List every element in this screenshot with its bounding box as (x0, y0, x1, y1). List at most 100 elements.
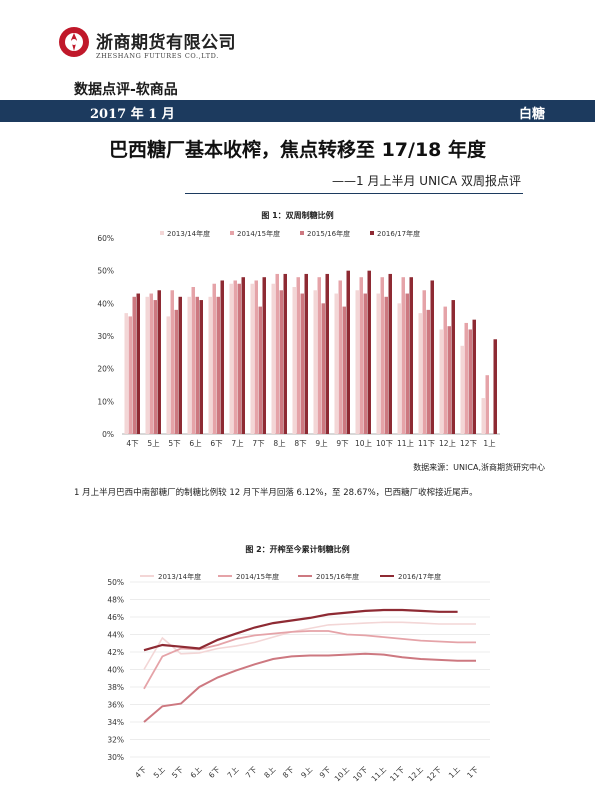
legend-swatch (230, 231, 234, 235)
x-tick-label: 8下 (281, 765, 296, 780)
y-tick-label: 10% (97, 397, 114, 406)
legend-label: 2014/15年度 (236, 572, 279, 581)
x-tick-label: 10上 (333, 765, 352, 784)
legend-swatch (300, 231, 304, 235)
bar (216, 296, 220, 434)
bar (229, 283, 233, 434)
commodity-tag: 白糖 (518, 107, 545, 122)
bar (279, 290, 283, 434)
series-line (143, 621, 476, 670)
y-tick-label: 46% (107, 613, 124, 622)
x-tick-label: 7下 (252, 439, 265, 448)
x-tick-label: 8上 (273, 439, 286, 448)
y-tick-label: 0% (102, 430, 114, 439)
bar (145, 296, 149, 434)
x-tick-label: 12上 (406, 765, 425, 784)
x-tick-label: 12下 (460, 439, 478, 448)
bar (153, 300, 157, 434)
x-tick-label: 11上 (370, 765, 389, 784)
report-date: 2017 年 1 月 (90, 107, 175, 122)
bar (325, 273, 329, 434)
bar (401, 277, 405, 434)
x-tick-label: 5下 (168, 439, 181, 448)
bar (460, 345, 464, 434)
x-tick-label: 9上 (315, 439, 328, 448)
bar (422, 290, 426, 434)
bar (187, 296, 191, 434)
legend-label: 2013/14年度 (167, 229, 210, 238)
bar (346, 270, 350, 434)
x-tick-label: 5上 (152, 765, 167, 780)
x-tick-label: 8下 (294, 439, 307, 448)
bar (208, 296, 212, 434)
legend-label: 2013/14年度 (158, 572, 201, 581)
y-tick-label: 60% (97, 234, 114, 243)
bar (447, 326, 451, 434)
bar (439, 329, 443, 434)
bar (220, 280, 224, 434)
y-tick-label: 30% (107, 753, 124, 762)
legend-label: 2015/16年度 (316, 572, 359, 581)
bar (317, 277, 321, 434)
bar (426, 309, 430, 434)
bar (178, 296, 182, 434)
x-tick-label: 8上 (262, 765, 277, 780)
series-line (143, 652, 476, 723)
x-tick-label: 12上 (439, 439, 457, 448)
line-chart: 30% 32% 34% 36% 38% 40% 42% 44% 46% 48% 50% 4下 5上 5下 6… (107, 572, 490, 784)
x-tick-label: 10下 (376, 439, 394, 448)
x-tick-label: 7下 (244, 765, 259, 780)
y-tick-label: 40% (107, 666, 124, 675)
bar (468, 329, 472, 434)
bar (397, 303, 401, 434)
x-tick-label: 11下 (388, 765, 407, 784)
company-logo: 浙商期货有限公司 ZHESHANG FUTURES CO.,LTD. (58, 22, 258, 70)
bar (275, 273, 279, 434)
bar (271, 283, 275, 434)
y-tick-label: 32% (107, 736, 124, 745)
bar (409, 277, 413, 434)
x-tick-label: 4下 (133, 765, 148, 780)
y-tick-label: 44% (107, 631, 124, 640)
article-subtitle: ——1 月上半月 UNICA 双周报点评 (332, 174, 521, 188)
x-tick-label: 7上 (231, 439, 244, 448)
bar (283, 273, 287, 434)
x-tick-label: 1上 (483, 439, 496, 448)
bar-chart: 0% 10% 20% 30% 40% 50% 60% 2013/14年度 2014/15年度 20… (97, 229, 500, 448)
bar (355, 290, 359, 434)
bar (418, 313, 422, 434)
y-tick-label: 40% (97, 299, 114, 308)
bar (300, 293, 304, 434)
legend-swatch (370, 231, 374, 235)
figure-1-title: 图 1：双周制糖比例 (261, 211, 334, 220)
bar (443, 306, 447, 434)
x-tick-label: 5下 (170, 765, 185, 780)
header-band (0, 100, 595, 122)
bar (376, 293, 380, 434)
bar (170, 290, 174, 434)
x-tick-label: 7上 (225, 765, 240, 780)
bar (485, 375, 489, 434)
bar (338, 280, 342, 434)
x-tick-label: 4下 (126, 439, 139, 448)
x-tick-label: 6下 (207, 765, 222, 780)
company-logo-icon (59, 27, 89, 57)
x-tick-label: 9上 (299, 765, 314, 780)
x-tick-label: 1下 (465, 765, 480, 780)
x-tick-label: 5上 (147, 439, 160, 448)
x-tick-label: 9下 (336, 439, 349, 448)
legend-swatch (160, 231, 164, 235)
y-tick-label: 36% (107, 701, 124, 710)
report-category: 数据点评-软商品 (74, 82, 178, 98)
article-title: 巴西糖厂基本收榨，焦点转移至 17/18 年度 (108, 139, 487, 161)
bar (166, 316, 170, 434)
figure-2-title: 图 2：开榨至今累计制糖比例 (245, 545, 350, 554)
bar (321, 303, 325, 434)
legend-label: 2014/15年度 (237, 229, 280, 238)
company-name: 浙商期货有限公司 (96, 33, 236, 53)
series-line (143, 608, 458, 652)
y-tick-label: 50% (107, 578, 124, 587)
bar (241, 277, 245, 434)
bar (132, 296, 136, 434)
legend-label: 2016/17年度 (377, 229, 420, 238)
